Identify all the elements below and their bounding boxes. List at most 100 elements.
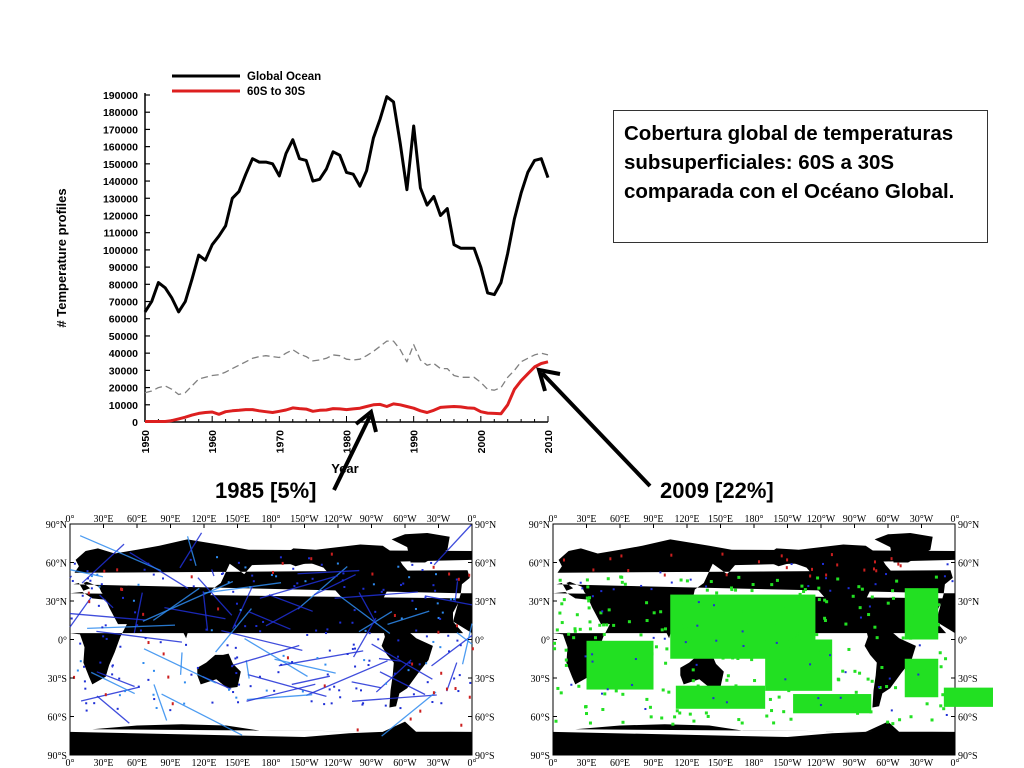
lat-label-left: 60°N: [529, 559, 550, 570]
lat-label-left: 60°S: [47, 713, 67, 724]
lon-label-bottom: 60°W: [876, 758, 900, 768]
lon-label-top: 60°W: [876, 514, 900, 525]
lon-label-bottom: 120°W: [807, 758, 836, 768]
lon-label-bottom: 90°E: [160, 758, 180, 768]
lat-label-right: 30°N: [475, 597, 496, 608]
lon-label-top: 150°W: [290, 514, 319, 525]
lon-label-top: 0°: [951, 514, 960, 525]
arrow-2009: [536, 367, 652, 488]
annotation-2009: 2009 [22%]: [660, 478, 774, 503]
lon-label-top: 60°E: [127, 514, 147, 525]
lat-label-right: 0°: [475, 636, 484, 647]
lon-label-bottom: 60°E: [610, 758, 630, 768]
lat-label-right: 0°: [958, 636, 967, 647]
lat-label-left: 30°S: [530, 674, 550, 685]
lat-label-left: 60°S: [530, 713, 550, 724]
land-west-africa-edge: [936, 593, 955, 634]
lon-label-top: 180°: [745, 514, 764, 525]
x-tick-label: 1950: [140, 430, 152, 454]
lon-label-top: 150°E: [225, 514, 250, 525]
lon-label-top: 0°: [468, 514, 477, 525]
lon-label-bottom: 120°E: [191, 758, 216, 768]
lat-label-right: 30°N: [958, 597, 979, 608]
lon-label-top: 150°W: [773, 514, 802, 525]
legend-label: Global Ocean: [247, 71, 321, 83]
lat-label-right: 60°S: [958, 713, 978, 724]
lat-label-right: 90°S: [958, 751, 978, 762]
x-tick-label: 1960: [207, 430, 219, 454]
lon-label-top: 180°: [262, 514, 281, 525]
series-line-global-ocean: [143, 95, 550, 314]
x-tick-label: 2010: [543, 430, 555, 454]
series-layer: [143, 95, 550, 423]
lon-label-bottom: 120°W: [324, 758, 353, 768]
land-eurasia: [73, 539, 473, 639]
lon-label-top: 60°E: [610, 514, 630, 525]
lat-label-right: 90°N: [958, 520, 979, 531]
lat-label-right: 90°N: [475, 520, 496, 531]
lon-label-top: 150°E: [708, 514, 733, 525]
land-eurasia: [556, 539, 955, 639]
lat-label-left: 30°N: [529, 597, 550, 608]
lon-label-bottom: 0°: [468, 758, 477, 768]
land-south-america: [381, 624, 433, 708]
lat-label-left: 0°: [541, 636, 550, 647]
lon-label-bottom: 180°: [262, 758, 281, 768]
y-tick-label: 110000: [104, 228, 139, 240]
y-tick-label: 90000: [109, 262, 138, 274]
lat-label-right: 30°S: [958, 674, 978, 685]
lon-label-bottom: 90°W: [843, 758, 867, 768]
lon-label-top: 120°W: [324, 514, 353, 525]
lon-label-top: 60°W: [393, 514, 417, 525]
lon-label-top: 30°W: [427, 514, 451, 525]
lat-label-left: 90°N: [46, 520, 67, 531]
lon-label-bottom: 180°: [745, 758, 764, 768]
lat-label-left: 60°N: [46, 559, 67, 570]
lon-label-bottom: 60°E: [127, 758, 147, 768]
lat-label-right: 30°S: [475, 674, 495, 685]
lon-label-bottom: 150°W: [290, 758, 319, 768]
lon-label-bottom: 30°E: [576, 758, 596, 768]
y-tick-label: 100000: [103, 245, 138, 257]
lon-label-bottom: 30°W: [910, 758, 934, 768]
y-tick-label: 180000: [103, 107, 138, 119]
y-tick-label: 60000: [109, 314, 138, 326]
lon-label-bottom: 90°W: [360, 758, 384, 768]
observation-overlay: [69, 523, 474, 737]
y-tick-label: 0: [132, 417, 138, 429]
lon-label-bottom: 150°E: [708, 758, 733, 768]
y-tick-label: 30000: [109, 365, 138, 377]
land-layer: [553, 533, 955, 755]
lon-label-top: 120°E: [191, 514, 216, 525]
series-line-unlabeled: [144, 340, 549, 396]
land-africa: [553, 592, 947, 685]
y-tick-label: 120000: [103, 210, 138, 222]
y-tick-label: 170000: [103, 124, 138, 136]
y-tick-label: 10000: [109, 400, 138, 412]
lat-label-left: 30°S: [47, 674, 67, 685]
lon-label-top: 90°E: [643, 514, 663, 525]
lon-label-top: 30°E: [576, 514, 596, 525]
coverage-patch: [765, 639, 833, 691]
series-line-60s-to-30s: [145, 360, 549, 423]
lon-label-top: 120°E: [674, 514, 699, 525]
land-west-africa-edge: [453, 593, 472, 634]
lon-label-top: 90°W: [360, 514, 384, 525]
land-australia: [680, 653, 724, 689]
lon-label-bottom: 0°: [549, 758, 558, 768]
y-tick-label: 160000: [103, 142, 138, 154]
lon-label-bottom: 0°: [951, 758, 960, 768]
map-1985: 0° 0° 30°E 30°E 60°E 60°E 90°E 90°E 120°E 120°E 15…: [32, 512, 510, 768]
y-axis: 0 10000 20000 30000 40000 50000 60000 70000 8000…: [103, 90, 150, 429]
lon-label-bottom: 0°: [66, 758, 75, 768]
lat-label-right: 60°N: [475, 559, 496, 570]
lat-label-left: 90°S: [530, 751, 550, 762]
land-antarctica: [70, 721, 472, 755]
x-tick-label: 1990: [409, 430, 421, 454]
temperature-profiles-chart: 0 10000 20000 30000 40000 50000 60000 70000 8000…: [54, 71, 652, 491]
lat-label-left: 90°S: [47, 751, 67, 762]
y-tick-label: 80000: [109, 279, 138, 291]
arrow-1985: [332, 408, 378, 491]
coverage-patch: [904, 658, 939, 698]
lat-label-right: 60°S: [475, 713, 495, 724]
